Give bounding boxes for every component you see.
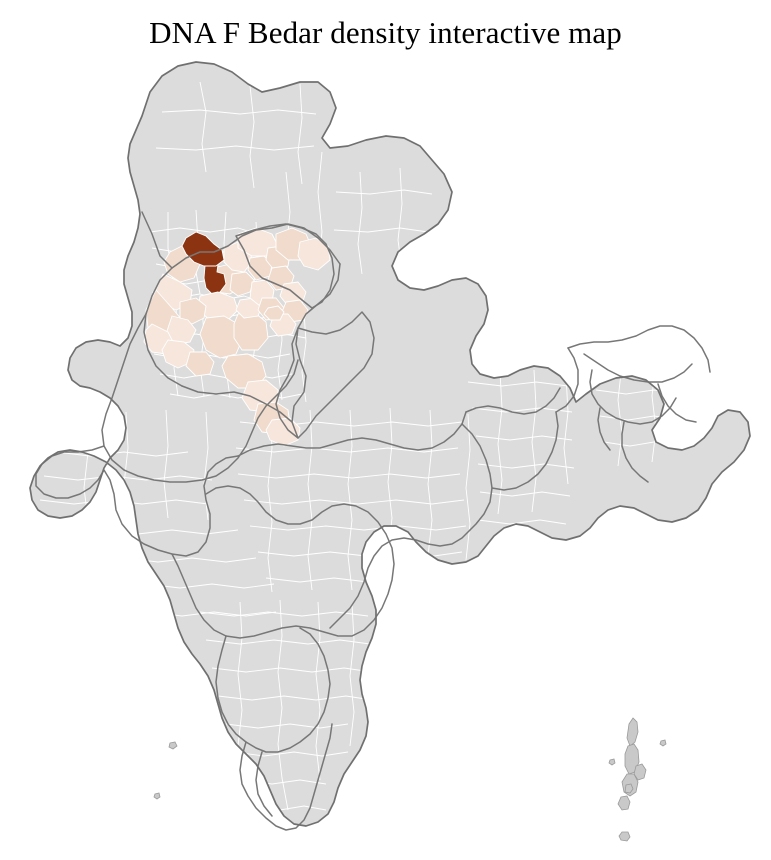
district-chandigarh[interactable] bbox=[263, 305, 285, 321]
island-baratang[interactable] bbox=[633, 763, 647, 781]
district-gurdaspur[interactable] bbox=[181, 231, 225, 267]
island-car-nicobar[interactable] bbox=[618, 831, 631, 842]
island-rutland[interactable] bbox=[624, 783, 634, 794]
highlighted-districts[interactable] bbox=[143, 227, 331, 447]
andaman-nicobar-islands[interactable] bbox=[608, 717, 667, 860]
district-himachal-east[interactable] bbox=[297, 237, 331, 271]
island-narcondam[interactable] bbox=[608, 758, 616, 766]
country-outline bbox=[29, 61, 751, 827]
state-boundaries bbox=[35, 211, 711, 831]
india-choropleth-svg[interactable] bbox=[0, 52, 771, 860]
lakshadweep-islands[interactable] bbox=[153, 741, 178, 800]
india-map-canvas[interactable] bbox=[0, 52, 771, 860]
page-title: DNA F Bedar density interactive map bbox=[149, 15, 622, 50]
island-lakshadweep-b[interactable] bbox=[153, 792, 161, 800]
island-barren[interactable] bbox=[659, 739, 667, 747]
district-nawanshahr[interactable] bbox=[229, 271, 255, 297]
island-lakshadweep-a[interactable] bbox=[168, 741, 178, 750]
district-mansa[interactable] bbox=[185, 351, 215, 377]
island-little-andaman[interactable] bbox=[617, 795, 631, 811]
district-sangrur[interactable] bbox=[199, 315, 243, 359]
district-bathinda[interactable] bbox=[161, 339, 195, 369]
island-north-andaman[interactable] bbox=[626, 717, 639, 747]
